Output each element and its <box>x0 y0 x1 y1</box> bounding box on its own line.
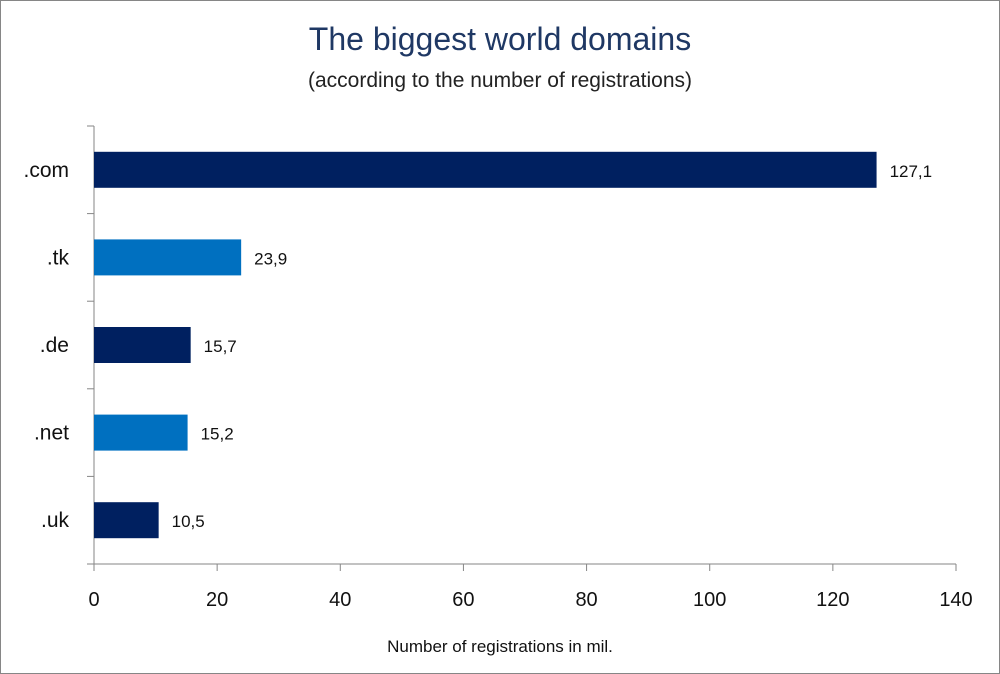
category-label: .de <box>40 334 69 357</box>
x-axis-label: Number of registrations in mil. <box>387 637 613 656</box>
chart-subtitle: (according to the number of registration… <box>307 69 693 92</box>
bar <box>94 414 188 451</box>
category-label: .tk <box>47 246 70 269</box>
category-label: .uk <box>41 509 70 532</box>
data-label: 15,7 <box>204 337 237 356</box>
x-tick-label: 120 <box>816 589 849 611</box>
x-tick-label: 60 <box>452 589 474 611</box>
bar <box>94 239 242 276</box>
category-label: .net <box>34 422 69 445</box>
data-label: 10,5 <box>172 512 205 531</box>
chart-title: The biggest world domains <box>308 21 692 57</box>
data-label: 127,1 <box>890 162 933 181</box>
data-label: 15,2 <box>201 425 234 444</box>
bar <box>94 502 159 539</box>
x-tick-label: 40 <box>329 589 351 611</box>
x-tick-label: 100 <box>693 589 726 611</box>
category-label: .com <box>23 159 69 182</box>
bar <box>94 327 191 363</box>
x-tick-label: 80 <box>575 589 597 611</box>
x-tick-label: 0 <box>88 589 99 611</box>
bar <box>94 151 877 188</box>
x-tick-label: 140 <box>939 589 972 611</box>
x-tick-label: 20 <box>206 589 228 611</box>
data-label: 23,9 <box>254 249 287 268</box>
